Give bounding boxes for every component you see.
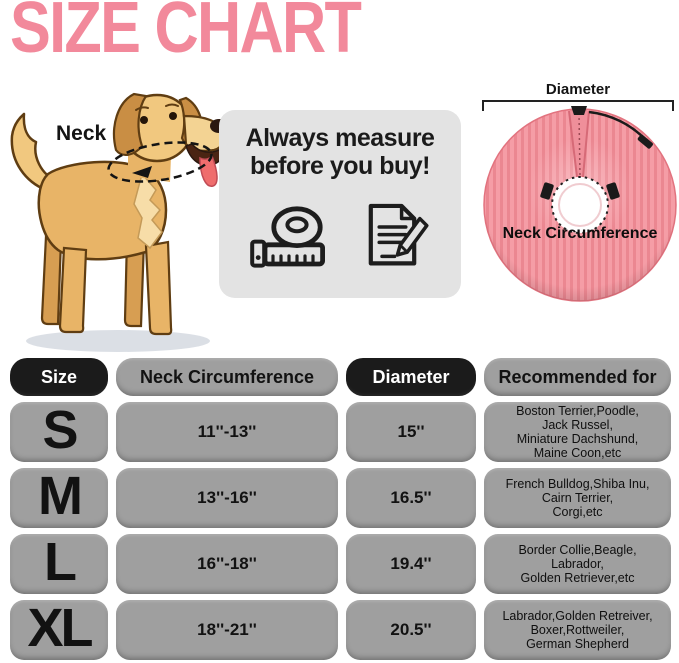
recommended-for-cell: French Bulldog,Shiba Inu, Cairn Terrier,… xyxy=(484,468,671,528)
measure-reminder-text: Always measure before you buy! xyxy=(219,124,461,180)
recommended-for-cell: Labrador,Golden Retreiver, Boxer,Rottwei… xyxy=(484,600,671,660)
dog-shadow xyxy=(26,330,210,352)
size-cell: L xyxy=(10,532,108,594)
measure-icons-row xyxy=(219,196,461,274)
neck-circumference-cell: 11''-13'' xyxy=(116,402,338,462)
neck-label: Neck xyxy=(56,122,107,145)
col-header-neck-circumference: Neck Circumference xyxy=(116,358,338,396)
size-cell: XL xyxy=(10,598,108,660)
dog-tail xyxy=(10,112,60,192)
page-title: SIZE CHART xyxy=(10,0,362,68)
neck-hole xyxy=(552,177,608,233)
dog-tongue xyxy=(199,154,218,187)
neck-hole-dotted-line xyxy=(551,176,609,234)
collar-stitching xyxy=(578,112,581,177)
diameter-bracket xyxy=(482,100,674,111)
size-cell: S xyxy=(10,400,108,462)
zipper-pull-icon xyxy=(637,134,653,149)
neck-measure-arrowhead xyxy=(132,166,152,178)
dog-front-leg-near xyxy=(144,240,173,336)
dog-neck-measure-illustration: Neck xyxy=(0,78,230,358)
neck-circumference-cell: 13''-16'' xyxy=(116,468,338,528)
measure-line2: before you buy! xyxy=(249,151,431,180)
collar-clip-left xyxy=(540,182,554,200)
dog-eye-right xyxy=(169,112,177,120)
dog-eye-left xyxy=(140,116,148,124)
diameter-label: Diameter xyxy=(546,81,610,98)
diameter-cell: 16.5'' xyxy=(346,468,476,528)
size-cell: M xyxy=(10,466,108,528)
dog-back-leg-near xyxy=(58,246,88,334)
diameter-cell: 15'' xyxy=(346,402,476,462)
golden-retriever-illustration xyxy=(10,92,228,352)
neck-hole-inner-ring xyxy=(558,183,602,227)
neck-circumference-cell: 18''-21'' xyxy=(116,600,338,660)
dog-front-leg-far xyxy=(123,236,146,328)
dog-brows xyxy=(135,103,179,111)
diameter-cell: 20.5'' xyxy=(346,600,476,660)
collar-crease-edges xyxy=(568,110,590,178)
recommended-for-cell: Boston Terrier,Poodle, Jack Russel, Mini… xyxy=(484,402,671,462)
size-table: Size Neck Circumference Diameter Recomme… xyxy=(10,358,671,660)
tape-measure-icon xyxy=(250,206,325,268)
diameter-cell: 19.4'' xyxy=(346,534,476,594)
col-header-diameter: Diameter xyxy=(346,358,476,396)
neck-circumference-label: Neck Circumference xyxy=(503,225,658,242)
zipper-top-stop xyxy=(571,106,587,115)
measure-reminder-card: Always measure before you buy! xyxy=(219,110,461,298)
recommended-for-cell: Border Collie,Beagle, Labrador, Golden R… xyxy=(484,534,671,594)
dog-chest-fur xyxy=(133,172,163,250)
measure-line1: Always measure xyxy=(245,124,435,152)
dog-back-leg-far xyxy=(40,234,63,326)
col-header-recommended-for: Recommended for xyxy=(484,358,671,396)
document-pencil-icon xyxy=(368,203,429,266)
col-header-size: Size xyxy=(10,358,108,396)
collar-donut-illustration: Diameter Neck Circumference xyxy=(482,81,677,302)
collar-clip-right xyxy=(606,182,620,200)
neck-circumference-cell: 16''-18'' xyxy=(116,534,338,594)
collar-diagram: Diameter Neck Circumference xyxy=(465,80,679,325)
